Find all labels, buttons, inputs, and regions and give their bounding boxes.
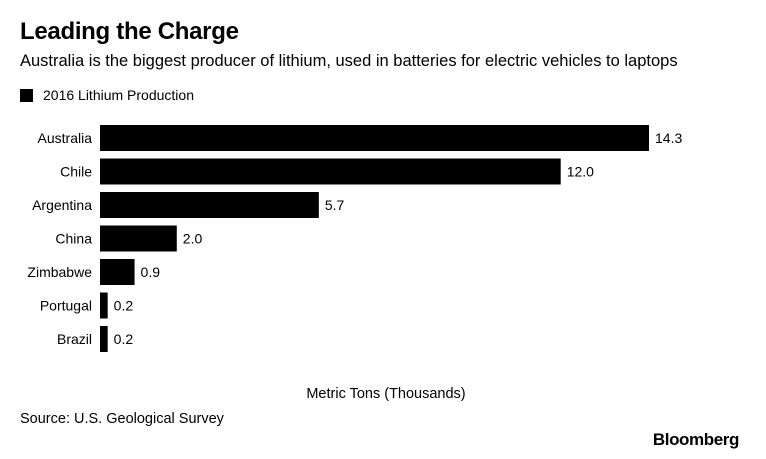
category-label: Brazil [57,331,92,347]
chart-subtitle: Australia is the biggest producer of lit… [20,52,678,70]
value-label: 12.0 [567,164,594,180]
chart-legend: 2016 Lithium Production [20,86,194,104]
bar-zimbabwe [100,259,135,285]
legend-label: 2016 Lithium Production [43,87,194,103]
category-label: Portugal [40,298,92,314]
bar-brazil [100,326,108,352]
bar-china [100,225,177,252]
value-label: 2.0 [183,231,203,247]
value-label: 0.2 [114,331,134,347]
value-label: 5.7 [325,197,345,213]
category-label: Zimbabwe [27,264,92,280]
legend-swatch [20,88,33,102]
bar-chile [100,158,561,185]
bloomberg-logo: Bloomberg [652,430,740,449]
category-label: Chile [60,164,92,180]
value-label: 0.9 [141,264,161,280]
category-label: China [55,231,92,247]
x-axis-label: Metric Tons (Thousands) [306,386,466,402]
bar-portugal [100,292,108,319]
value-label: 0.2 [114,298,134,314]
value-label: 14.3 [655,130,682,146]
chart-title: Leading the Charge [20,18,239,45]
category-label: Argentina [32,197,92,213]
source-note: Source: U.S. Geological Survey [20,411,224,427]
bar-australia [100,125,649,151]
category-label: Australia [38,130,93,146]
bar-argentina [100,192,319,218]
